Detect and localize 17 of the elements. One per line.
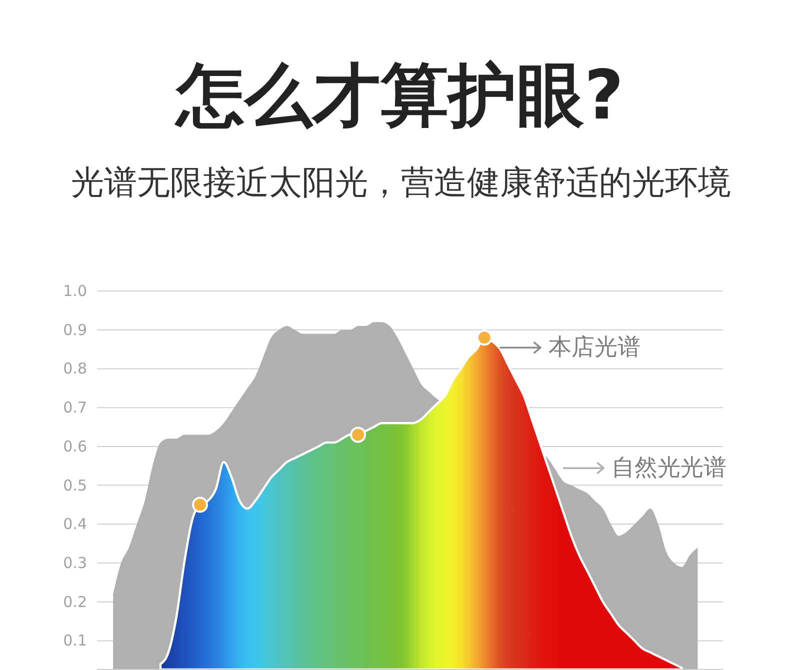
point [476,330,492,346]
y-tick-label: 0.3 [63,554,87,572]
y-tick-label: 0.4 [63,515,87,534]
legend-label: 自然光光谱 [612,455,727,482]
point [192,496,208,513]
legend-label: 本店光谱 [548,334,640,361]
y-tick-label: 0.8 [63,360,87,378]
y-tick-label: 0.6 [63,437,87,456]
y-tick-label: 1.0 [63,282,87,300]
y-tick-label: 0.9 [63,320,87,339]
point [350,426,366,443]
chart-subtitle: 光谱无限接近太阳光，营造健康舒适的光环境 [71,162,731,202]
y-tick-label: 0.7 [63,398,87,417]
y-tick-label: 0.2 [63,592,87,611]
chart-title: 怎么才算护眼? [173,56,624,136]
y-tick-label: 0.1 [63,632,87,650]
y-tick-label: 0.5 [63,476,87,494]
